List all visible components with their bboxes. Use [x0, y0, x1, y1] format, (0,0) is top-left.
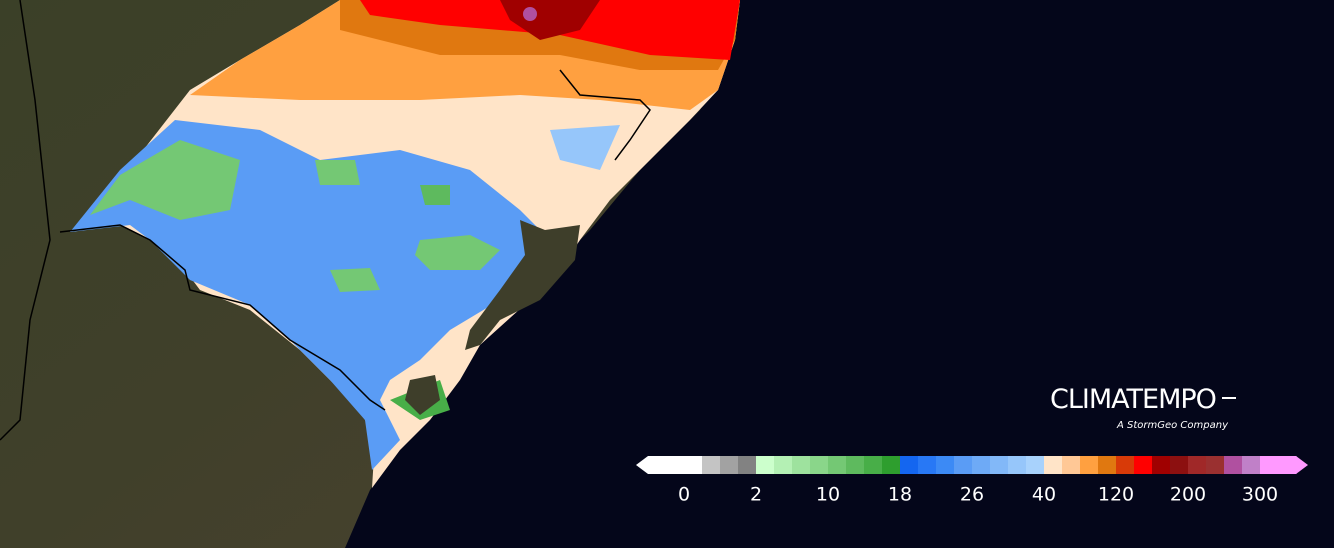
colorbar-swatch	[1080, 456, 1099, 474]
colorbar-arrow-low	[636, 456, 648, 474]
colorbar-swatch	[882, 456, 901, 474]
colorbar-swatch	[1098, 456, 1117, 474]
colorbar-swatch	[900, 456, 919, 474]
colorbar-swatch	[954, 456, 973, 474]
colorbar-label: 26	[960, 484, 984, 506]
colorbar-label: 120	[1098, 484, 1134, 506]
colorbar-swatch	[828, 456, 847, 474]
colorbar-label: 18	[888, 484, 912, 506]
colorbar-label: 10	[816, 484, 840, 506]
colorbar-label: 200	[1170, 484, 1206, 506]
colorbar-swatch	[648, 456, 667, 474]
lagoon	[465, 220, 580, 350]
colorbar: 0 2 10 18 26 40 120 200 300	[636, 456, 1308, 506]
colorbar-swatch	[846, 456, 865, 474]
colorbar-swatch	[864, 456, 883, 474]
colorbar-arrow-high	[1296, 456, 1308, 474]
colorbar-label: 300	[1242, 484, 1278, 506]
colorbar-swatch	[936, 456, 955, 474]
colorbar-swatch	[1152, 456, 1171, 474]
colorbar-swatch	[1188, 456, 1207, 474]
colorbar-swatch	[1260, 456, 1279, 474]
colorbar-swatch	[702, 456, 721, 474]
colorbar-swatch	[1062, 456, 1081, 474]
colorbar-swatch	[720, 456, 739, 474]
lagoon	[405, 375, 440, 415]
colorbar-swatch	[684, 456, 703, 474]
colorbar-swatch	[1008, 456, 1027, 474]
colorbar-swatch	[1026, 456, 1045, 474]
colorbar-swatch	[1116, 456, 1135, 474]
colorbar-swatch	[1134, 456, 1153, 474]
colorbar-label: 40	[1032, 484, 1056, 506]
colorbar-swatch	[918, 456, 937, 474]
colorbar-swatch	[1242, 456, 1261, 474]
brand-tagline: A StormGeo Company	[1116, 420, 1229, 431]
border	[0, 0, 651, 441]
colorbar-swatch	[972, 456, 991, 474]
colorbar-swatch	[810, 456, 829, 474]
brand-logo: CLIMATEMPO	[1050, 384, 1216, 415]
colorbar-swatch	[1044, 456, 1063, 474]
colorbar-swatch	[1278, 456, 1297, 474]
colorbar-swatch	[666, 456, 685, 474]
colorbar-swatch	[774, 456, 793, 474]
colorbar-label: 0	[678, 484, 690, 506]
colorbar-swatch	[756, 456, 775, 474]
colorbar-swatch	[990, 456, 1009, 474]
colorbar-swatch	[1170, 456, 1189, 474]
colorbar-swatch	[1224, 456, 1243, 474]
colorbar-swatch	[1206, 456, 1225, 474]
colorbar-swatch	[738, 456, 757, 474]
colorbar-swatch	[792, 456, 811, 474]
colorbar-label: 2	[750, 484, 762, 506]
